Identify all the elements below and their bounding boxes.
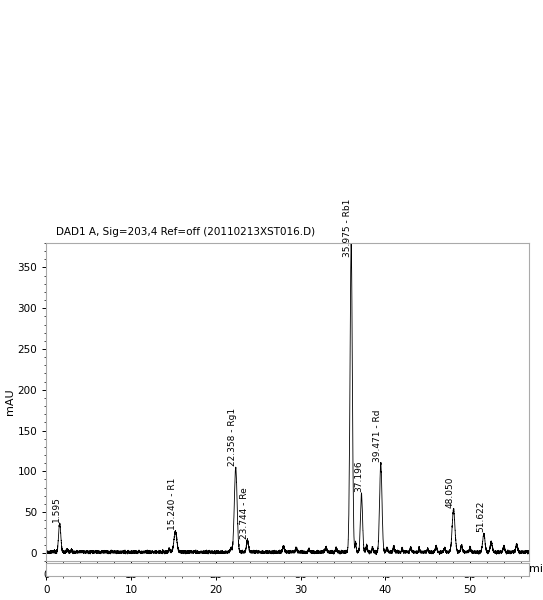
Text: min: min <box>529 565 543 574</box>
Text: 39.471 - Rd: 39.471 - Rd <box>373 410 382 463</box>
Text: 37.196: 37.196 <box>354 460 363 491</box>
Text: DAD1 A, Sig=203,4 Ref=off (20110213XST016.D): DAD1 A, Sig=203,4 Ref=off (20110213XST01… <box>56 227 315 236</box>
Text: 15.240 - R1: 15.240 - R1 <box>168 478 176 530</box>
Text: 51.622: 51.622 <box>476 501 485 532</box>
Y-axis label: mAU: mAU <box>4 389 15 415</box>
Text: 35.975 - Rb1: 35.975 - Rb1 <box>343 199 352 257</box>
Text: 23.744 - Re: 23.744 - Re <box>240 487 249 539</box>
Text: 1.595: 1.595 <box>52 496 61 522</box>
Text: 22.358 - Rg1: 22.358 - Rg1 <box>228 408 237 466</box>
Text: 48.050: 48.050 <box>446 476 455 508</box>
